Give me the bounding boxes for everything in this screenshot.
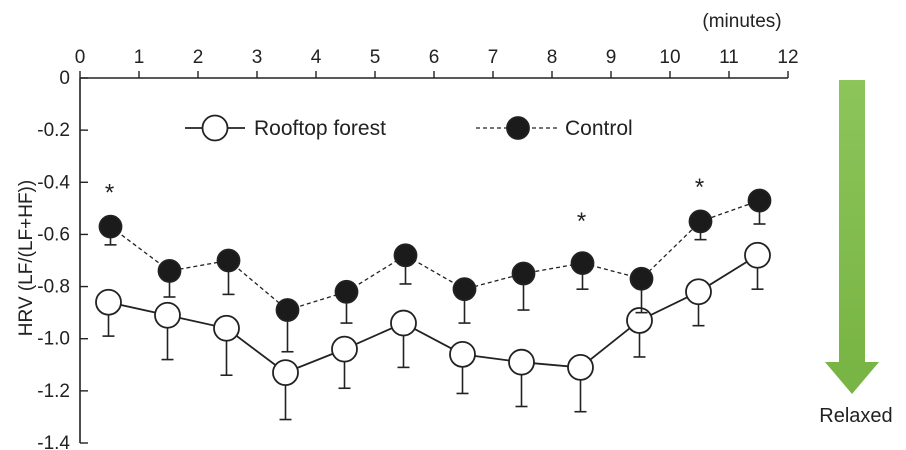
x-tick-label: 1 (134, 47, 145, 68)
x-tick-label: 9 (606, 47, 617, 68)
x-tick-label: 5 (370, 47, 381, 68)
legend: Rooftop forest Control (185, 114, 633, 142)
legend-label: Control (565, 117, 633, 140)
legend-marker (506, 116, 530, 140)
data-point (154, 301, 181, 329)
significance-marker: * (105, 179, 114, 206)
data-point (567, 353, 594, 381)
arrow-head (825, 362, 879, 394)
legend-item-control: Control (476, 116, 633, 140)
data-point (511, 261, 536, 286)
data-point (390, 309, 417, 337)
data-point (331, 335, 358, 363)
y-tick-label: 0 (59, 68, 70, 89)
data-point (216, 248, 241, 273)
series-1 (98, 188, 772, 353)
y-tick-label: -0.2 (37, 120, 70, 141)
series-line (110, 199, 760, 311)
y-tick-label: -1.4 (37, 433, 70, 450)
x-tick-label: 12 (777, 47, 798, 68)
data-point (570, 251, 595, 276)
data-point (334, 279, 359, 304)
y-tick-label: -0.6 (37, 224, 70, 245)
series-line (108, 254, 758, 374)
data-point (626, 307, 653, 334)
y-tick-label: -1.2 (37, 381, 70, 402)
data-point (452, 277, 477, 302)
axes: 0 1 2 3 4 5 6 7 8 9 10 11 120-0.2-0.4-0.6-0.8-1.0-1.… (37, 47, 798, 450)
data-point (157, 259, 182, 283)
arrow-shaft (839, 80, 865, 365)
data-point (747, 188, 772, 213)
series-0 (95, 241, 771, 421)
significance-marker: * (577, 208, 586, 235)
legend-label: Rooftop forest (254, 117, 386, 140)
x-tick-label: 11 (719, 47, 739, 68)
x-tick-label: 6 (429, 47, 440, 68)
data-point (275, 298, 300, 322)
x-tick-label: 0 (75, 47, 86, 68)
data-point (98, 214, 123, 239)
significance-marker: * (695, 174, 704, 201)
data-point (272, 359, 299, 387)
relaxed-arrow (825, 80, 879, 394)
x-tick-label: 7 (488, 47, 499, 68)
data-point (685, 278, 712, 306)
series-layer: * * * (95, 174, 772, 421)
y-tick-label: -1.0 (37, 329, 70, 350)
data-point (213, 314, 240, 342)
data-point (393, 243, 418, 268)
y-tick-label: -0.8 (37, 277, 70, 298)
relaxed-label: Relaxed (819, 405, 892, 427)
data-point (688, 209, 713, 234)
x-axis-unit-label: (minutes) (702, 11, 781, 32)
x-tick-label: 3 (252, 47, 263, 68)
legend-item-rooftop-forest: Rooftop forest (185, 114, 386, 142)
data-point (508, 348, 535, 376)
legend-marker (201, 114, 229, 142)
x-tick-label: 4 (311, 47, 322, 68)
x-tick-label: 2 (193, 47, 204, 68)
x-tick-label: 10 (659, 47, 680, 68)
data-point (449, 340, 476, 368)
data-point (629, 266, 654, 291)
y-tick-label: -0.4 (37, 172, 70, 193)
y-axis-title: HRV (LF/(LF+HF)) (16, 180, 37, 336)
x-tick-label: 8 (547, 47, 558, 68)
data-point (95, 288, 122, 316)
data-point (744, 241, 771, 269)
